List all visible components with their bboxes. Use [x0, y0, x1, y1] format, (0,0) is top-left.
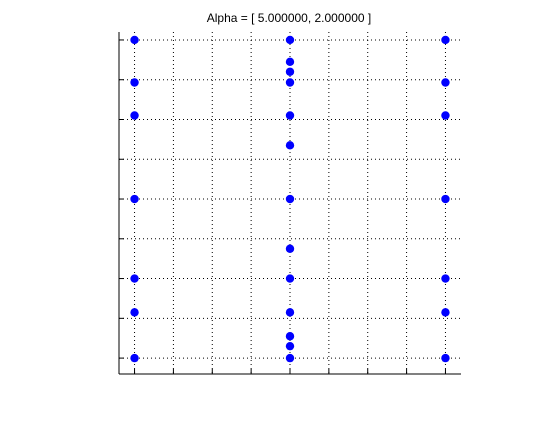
- data-points: [130, 35, 450, 363]
- data-point: [441, 78, 450, 87]
- data-point: [285, 67, 295, 76]
- data-point: [130, 111, 139, 120]
- data-point: [130, 194, 139, 204]
- data-point: [285, 35, 295, 45]
- grid-lines: [119, 32, 461, 374]
- data-point: [441, 274, 450, 283]
- data-point: [130, 353, 139, 363]
- data-point: [130, 274, 139, 283]
- data-point: [285, 332, 295, 341]
- data-point: [285, 194, 295, 204]
- data-point: [130, 78, 139, 87]
- data-point: [441, 111, 450, 120]
- data-point: [285, 141, 295, 150]
- data-point: [441, 353, 450, 363]
- data-point: [285, 341, 295, 351]
- data-point: [285, 274, 295, 283]
- data-point: [441, 308, 450, 317]
- data-point: [441, 35, 450, 45]
- axes: [118, 32, 461, 375]
- data-point: [130, 35, 139, 45]
- data-point: [285, 78, 295, 87]
- data-point: [285, 308, 295, 317]
- data-point: [441, 194, 450, 204]
- data-point: [285, 111, 295, 120]
- data-point: [130, 308, 139, 317]
- data-point: [285, 353, 295, 363]
- chart-title: Alpha = [ 5.000000, 2.000000 ]: [207, 11, 371, 25]
- data-point: [285, 57, 295, 67]
- data-point: [285, 244, 295, 253]
